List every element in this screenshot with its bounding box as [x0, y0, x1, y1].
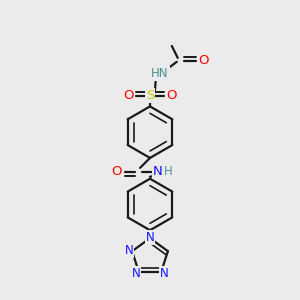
Text: N: N [160, 267, 168, 280]
Text: HN: HN [151, 67, 169, 80]
Text: O: O [111, 165, 122, 178]
Text: H: H [164, 165, 172, 178]
Text: N: N [125, 244, 134, 257]
Text: N: N [146, 231, 154, 244]
Text: S: S [146, 89, 154, 102]
Text: N: N [153, 165, 163, 178]
Text: O: O [123, 89, 134, 102]
Text: O: O [167, 89, 177, 102]
Text: O: O [198, 54, 209, 67]
Text: N: N [132, 267, 140, 280]
